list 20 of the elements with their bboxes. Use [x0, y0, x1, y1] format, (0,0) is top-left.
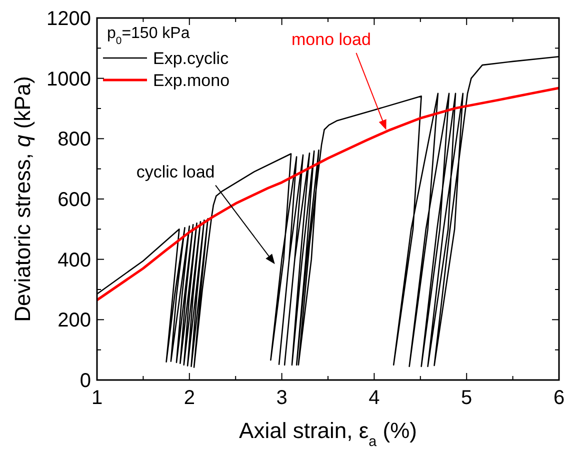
- y-tick-label: 400: [58, 249, 91, 272]
- x-tick-label: 5: [461, 387, 472, 409]
- legend-label: Exp.cyclic: [153, 49, 230, 68]
- x-tick-label: 1: [91, 387, 103, 409]
- annotation: cyclic load: [136, 162, 215, 182]
- x-tick-label: 6: [553, 387, 565, 409]
- x-tick-label: 4: [368, 387, 380, 409]
- y-axis-title: Deviatoric stress, q (kPa): [10, 76, 35, 322]
- y-tick-label: 1200: [46, 8, 91, 30]
- y-tick-label: 200: [58, 310, 91, 332]
- x-tick-label: 3: [276, 387, 288, 409]
- x-tick-label: 2: [184, 387, 195, 409]
- y-tick-label: 0: [80, 370, 91, 392]
- legend-title: p$_{0}$=150 kPa: [107, 25, 190, 46]
- y-tick-label: 600: [58, 189, 91, 211]
- legend-label: Exp.mono: [153, 71, 230, 90]
- y-tick-label: 800: [58, 128, 91, 151]
- y-tick-label: 1000: [46, 68, 91, 90]
- x-axis-title: Axial strain, ε$_{a}$ (%): [239, 418, 417, 450]
- annotation: mono load: [292, 30, 371, 49]
